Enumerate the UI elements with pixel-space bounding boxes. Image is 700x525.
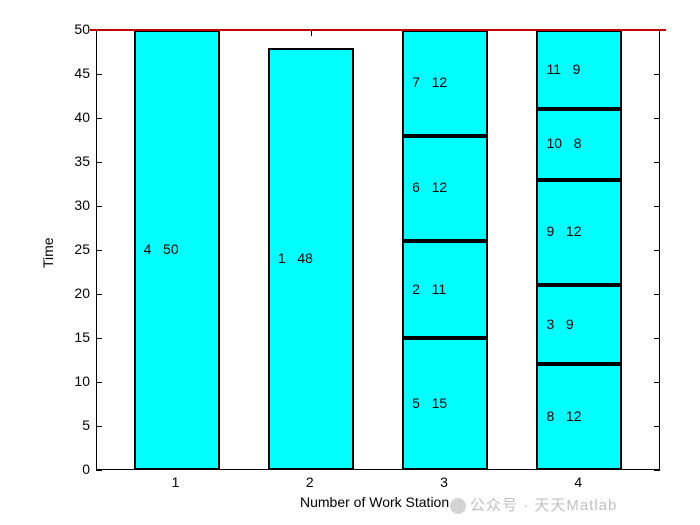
y-tick-mark	[654, 74, 660, 75]
bar-segment-label: 7 12	[412, 74, 447, 90]
y-tick-mark	[96, 74, 102, 75]
y-tick-mark	[654, 338, 660, 339]
y-tick-mark	[654, 250, 660, 251]
bar-segment-label: 3 9	[546, 316, 573, 332]
y-tick-mark	[654, 382, 660, 383]
y-tick-label: 0	[82, 461, 90, 477]
bar-segment-label: 6 12	[412, 179, 447, 195]
watermark: 公众号 · 天天Matlab	[450, 494, 617, 515]
y-tick-label: 35	[74, 153, 90, 169]
x-tick-label: 4	[574, 474, 582, 490]
y-tick-label: 40	[74, 109, 90, 125]
y-tick-label: 50	[74, 21, 90, 37]
y-tick-mark	[96, 338, 102, 339]
y-tick-mark	[96, 382, 102, 383]
y-tick-mark	[96, 470, 102, 471]
bar-segment-label: 2 11	[412, 281, 446, 297]
watermark-text: 公众号 · 天天Matlab	[470, 497, 617, 514]
y-tick-label: 45	[74, 65, 90, 81]
bar-segment-label: 9 12	[546, 223, 581, 239]
bar-segment-label: 10 8	[546, 135, 581, 151]
reference-line	[90, 29, 666, 31]
y-tick-label: 20	[74, 285, 90, 301]
y-tick-mark	[654, 426, 660, 427]
y-tick-label: 5	[82, 417, 90, 433]
x-tick-label: 1	[172, 474, 180, 490]
y-tick-mark	[96, 118, 102, 119]
y-tick-mark	[96, 426, 102, 427]
bar-segment-label: 1 48	[278, 250, 313, 266]
y-tick-mark	[96, 162, 102, 163]
y-tick-label: 10	[74, 373, 90, 389]
y-tick-mark	[96, 294, 102, 295]
bar-segment-label: 11 9	[546, 61, 580, 77]
wechat-icon	[450, 498, 466, 514]
y-tick-label: 30	[74, 197, 90, 213]
y-tick-mark	[96, 250, 102, 251]
y-tick-label: 15	[74, 329, 90, 345]
y-tick-mark	[96, 206, 102, 207]
y-tick-label: 25	[74, 241, 90, 257]
y-tick-mark	[654, 118, 660, 119]
x-tick-label: 3	[440, 474, 448, 490]
y-axis-label: Time	[40, 237, 56, 268]
figure: Number of Work Station Time 公众号 · 天天Matl…	[0, 0, 700, 525]
y-tick-mark	[654, 162, 660, 163]
x-axis-label: Number of Work Station	[300, 494, 449, 510]
y-axis-label-wrap: Time	[40, 237, 58, 268]
y-tick-mark	[654, 294, 660, 295]
y-tick-mark	[654, 470, 660, 471]
bar-segment-label: 8 12	[546, 408, 581, 424]
x-tick-label: 2	[306, 474, 314, 490]
y-tick-mark	[654, 206, 660, 207]
bar-segment-label: 4 50	[144, 241, 179, 257]
bar-segment-label: 5 15	[412, 395, 447, 411]
